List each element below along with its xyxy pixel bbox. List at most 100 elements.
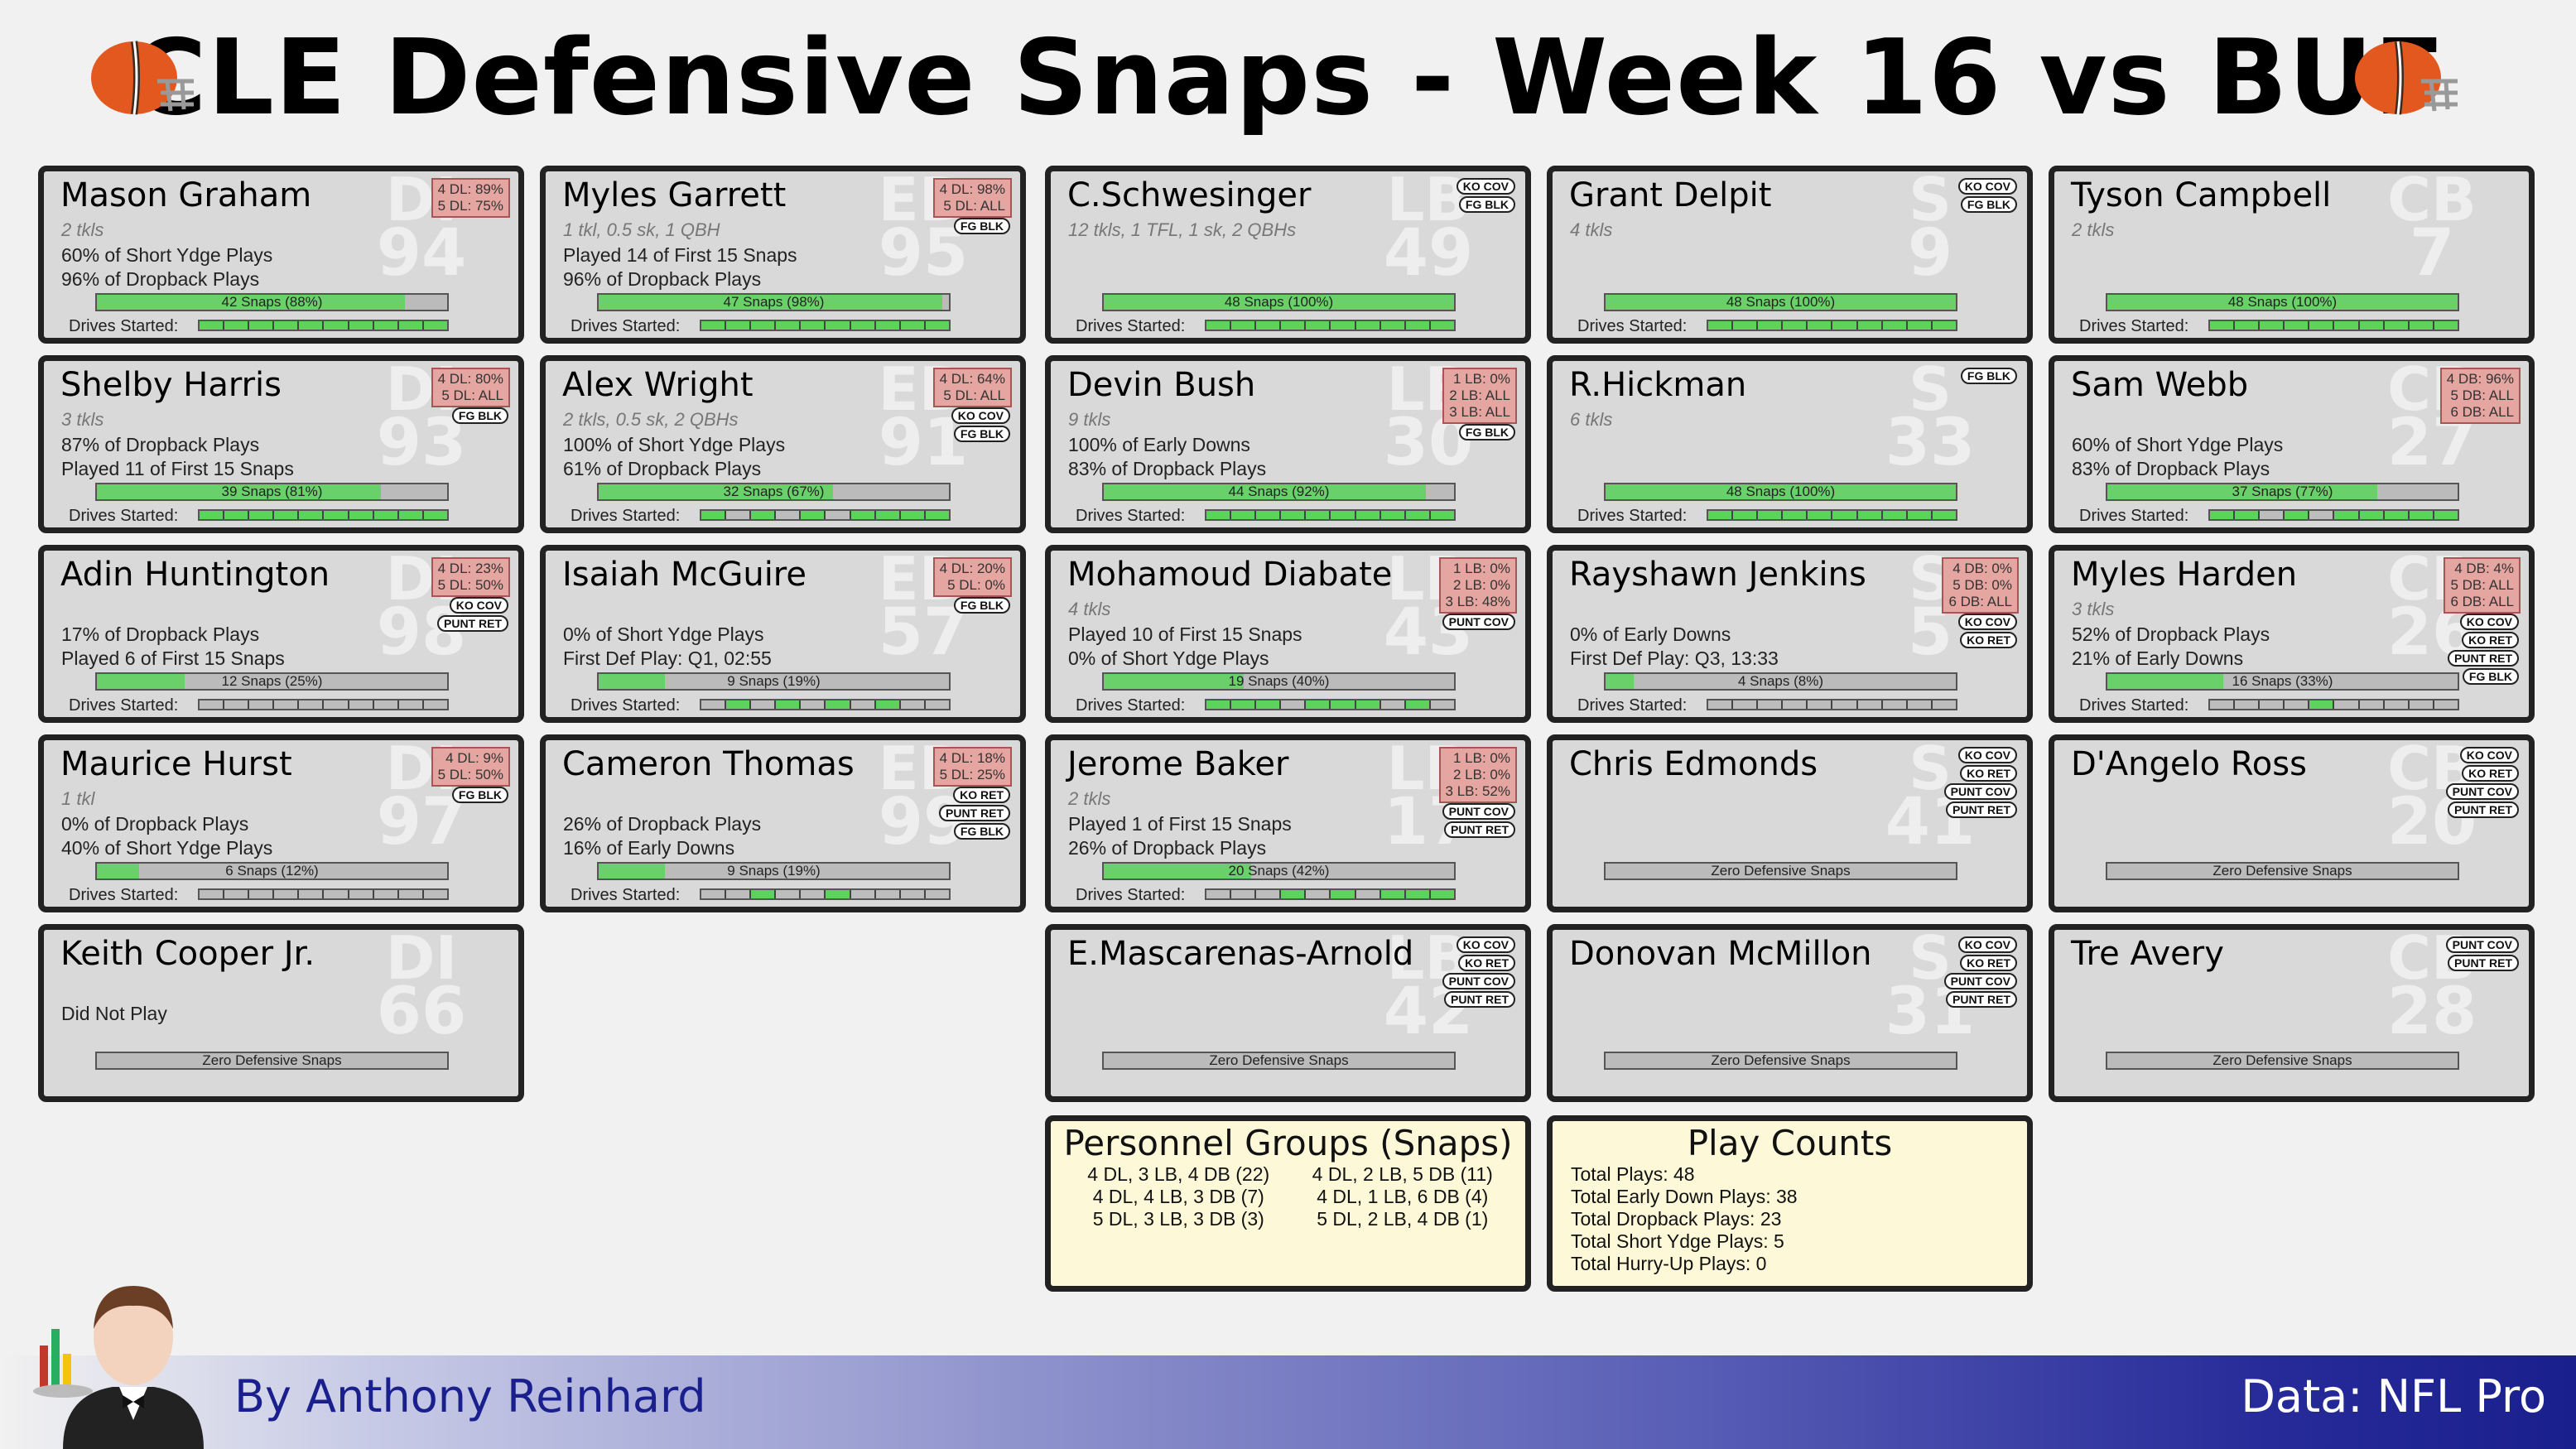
snap-bar-fill xyxy=(1606,484,1956,499)
drive-segment xyxy=(1783,511,1807,519)
special-teams-badges: FG BLK xyxy=(1458,424,1515,440)
special-teams-badge: PUNT RET xyxy=(1946,991,2017,1008)
drives-started-bar xyxy=(198,699,449,710)
player-card: CB 7 Tyson Campbell 2 tkls 48 Snaps (100%) Dr… xyxy=(2049,166,2535,344)
snap-bar: 6 Snaps (12%) xyxy=(95,862,449,880)
position-watermark: S 31 xyxy=(1885,930,1976,1044)
snap-bar: Zero Defensive Snaps xyxy=(1102,1052,1456,1070)
special-teams-badge: KO COV xyxy=(2459,614,2519,630)
drive-segment xyxy=(875,700,899,709)
special-teams-badges: PUNT COV PUNT RET xyxy=(2445,936,2519,971)
play-count-item: Total Plays: 48 xyxy=(1571,1163,1695,1185)
special-teams-badge: PUNT RET xyxy=(1946,802,2017,818)
player-name: Rayshawn Jenkins xyxy=(1569,556,1866,594)
position-code: DI xyxy=(385,924,458,993)
snap-bar: Zero Defensive Snaps xyxy=(1604,862,1957,880)
drive-segment xyxy=(726,700,750,709)
drive-segment xyxy=(2235,511,2259,519)
drive-segment xyxy=(2210,321,2234,330)
special-teams-badges: KO COV FG BLK xyxy=(951,407,1010,442)
alignment-pct: 5 DL: ALL xyxy=(943,198,1005,214)
browns-helmet-logo xyxy=(2355,41,2458,115)
drive-segment xyxy=(826,511,850,519)
drive-segment xyxy=(398,700,422,709)
alignment-pct-box: 4 DB: 0% 5 DB: 0% 6 DB: ALL xyxy=(1942,557,2019,614)
drive-segment xyxy=(1932,700,1956,709)
stat-line: 40% of Short Ydge Plays xyxy=(61,837,273,859)
alignment-pct: 3 LB: ALL xyxy=(1449,404,1510,420)
drive-segment xyxy=(2309,321,2333,330)
snap-bar: 20 Snaps (42%) xyxy=(1102,862,1456,880)
drive-segment xyxy=(925,890,949,898)
stat-line: 0% of Short Ydge Plays xyxy=(563,623,764,645)
drive-segment xyxy=(900,700,924,709)
drive-segment xyxy=(1231,890,1255,898)
stat-line: 21% of Early Downs xyxy=(2072,647,2244,669)
player-name: E.Mascarenas-Arnold xyxy=(1067,935,1414,973)
drive-segment xyxy=(1405,890,1429,898)
alignment-pct: 5 DL: 75% xyxy=(437,198,503,214)
drive-segment xyxy=(900,321,924,330)
drive-segment xyxy=(1281,700,1305,709)
position-code: S xyxy=(1909,355,1952,424)
stat-line: 0% of Dropback Plays xyxy=(61,813,249,835)
drive-segment xyxy=(925,700,949,709)
snap-bar: 48 Snaps (100%) xyxy=(2106,293,2459,311)
position-watermark: LB 49 xyxy=(1383,171,1474,291)
drives-started-label: Drives Started: xyxy=(69,317,179,335)
jersey-number: 20 xyxy=(2386,784,2477,859)
stat-line: Played 1 of First 15 Snaps xyxy=(1068,813,1292,835)
drive-segment xyxy=(1882,511,1906,519)
player-card: LB 49 C.Schwesinger 12 tkls, 1 TFL, 1 sk, 2… xyxy=(1045,166,1531,344)
alignment-pct: 4 DL: 89% xyxy=(437,181,503,197)
drive-segment xyxy=(726,511,750,519)
drive-segment xyxy=(900,511,924,519)
drive-segment xyxy=(299,321,323,330)
drive-segment xyxy=(1355,700,1379,709)
position-watermark: S 33 xyxy=(1885,355,1976,480)
snap-count: 16 Snaps (33%) xyxy=(2232,673,2333,689)
stat-line: 100% of Early Downs xyxy=(1068,434,1250,455)
drives-started-label: Drives Started: xyxy=(571,886,681,904)
drive-segment xyxy=(1758,700,1782,709)
tackle-stats: 2 tkls xyxy=(61,219,104,240)
drive-segment xyxy=(324,511,348,519)
data-source: Data: NFL Pro xyxy=(2241,1370,2546,1423)
tackle-stats: 3 tkls xyxy=(61,409,104,430)
player-name: Maurice Hurst xyxy=(60,745,292,783)
jersey-number: 33 xyxy=(1885,405,1976,480)
drives-started-bar xyxy=(2208,509,2459,521)
tackle-stats: 3 tkls xyxy=(2072,599,2115,619)
player-name: Tre Avery xyxy=(2071,935,2224,973)
alignment-pct-box: 4 DL: 9% 5 DL: 50% xyxy=(431,747,510,787)
drive-segment xyxy=(423,890,447,898)
jersey-number: 95 xyxy=(878,215,969,291)
position-code: S xyxy=(1909,166,1952,234)
drive-segment xyxy=(1380,511,1404,519)
drives-started-bar xyxy=(1205,699,1456,710)
alignment-pct: 4 DB: 96% xyxy=(2446,371,2514,387)
drive-segment xyxy=(801,321,825,330)
personnel-group: 4 DL, 4 LB, 3 DB (7) xyxy=(1092,1186,1264,1207)
drive-segment xyxy=(224,511,248,519)
special-teams-badges: KO COV KO RET PUNT COV PUNT RET xyxy=(1442,936,1515,1008)
special-teams-badge: FG BLK xyxy=(1458,196,1515,213)
drive-segment xyxy=(801,890,825,898)
drives-started-bar xyxy=(1205,888,1456,900)
special-teams-badges: PUNT COV xyxy=(1442,614,1515,630)
player-name: D'Angelo Ross xyxy=(2071,745,2307,783)
stat-line: Played 14 of First 15 Snaps xyxy=(563,244,797,266)
player-card: DI 94 Mason Graham 2 tkls 60% of Short Ydge … xyxy=(38,166,524,344)
drives-started-label: Drives Started: xyxy=(69,886,179,904)
drives-started-bar xyxy=(700,699,951,710)
drive-segment xyxy=(1256,890,1280,898)
drive-segment xyxy=(2334,321,2358,330)
author-avatar-icon xyxy=(33,1286,204,1449)
jersey-number: 49 xyxy=(1383,215,1474,291)
special-teams-badges: KO COV KO RET PUNT RET FG BLK xyxy=(2448,614,2519,685)
drive-segment xyxy=(1231,700,1255,709)
drive-segment xyxy=(776,511,800,519)
drives-started-bar xyxy=(1205,509,1456,521)
drive-segment xyxy=(1882,700,1906,709)
